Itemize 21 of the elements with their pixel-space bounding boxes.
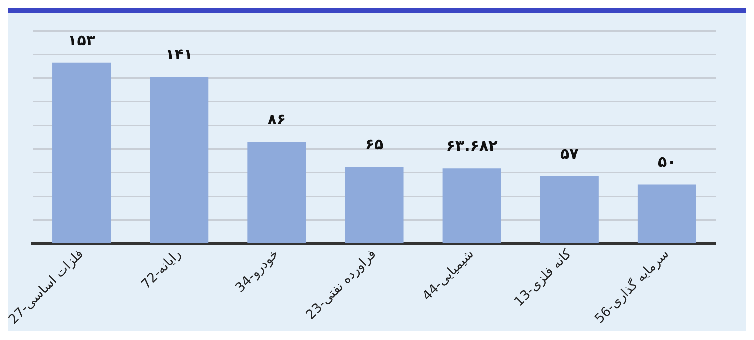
data-label: ۵۰ xyxy=(658,153,676,172)
x-tick-label: 13-کانه فلزی xyxy=(512,246,576,310)
data-label: ۵۷ xyxy=(560,144,579,163)
bar xyxy=(540,176,599,244)
data-label: ۱۵۳ xyxy=(68,31,96,50)
bar xyxy=(442,168,502,244)
bar xyxy=(638,184,696,244)
x-tick-label: 72-رایانه xyxy=(139,247,185,292)
data-label: ۶۳.۶۸۲ xyxy=(446,136,498,155)
bar xyxy=(52,62,112,244)
x-tick-label: 34-خودرو xyxy=(233,247,282,296)
x-tick-label: 23-فراورده نفتی xyxy=(304,247,380,324)
bar xyxy=(345,167,404,244)
data-label: ۶۵ xyxy=(365,135,384,154)
x-tick-label: 27-فلزات اساسی xyxy=(6,247,88,328)
data-label: ۱۴۱ xyxy=(166,46,194,64)
bar xyxy=(248,142,306,244)
x-tick-label: 44-شیمیایی xyxy=(420,247,478,304)
data-label: ۸۶ xyxy=(268,110,286,129)
x-tick-label: 56-سرمایه گذاری xyxy=(592,246,672,327)
bar xyxy=(150,77,209,244)
